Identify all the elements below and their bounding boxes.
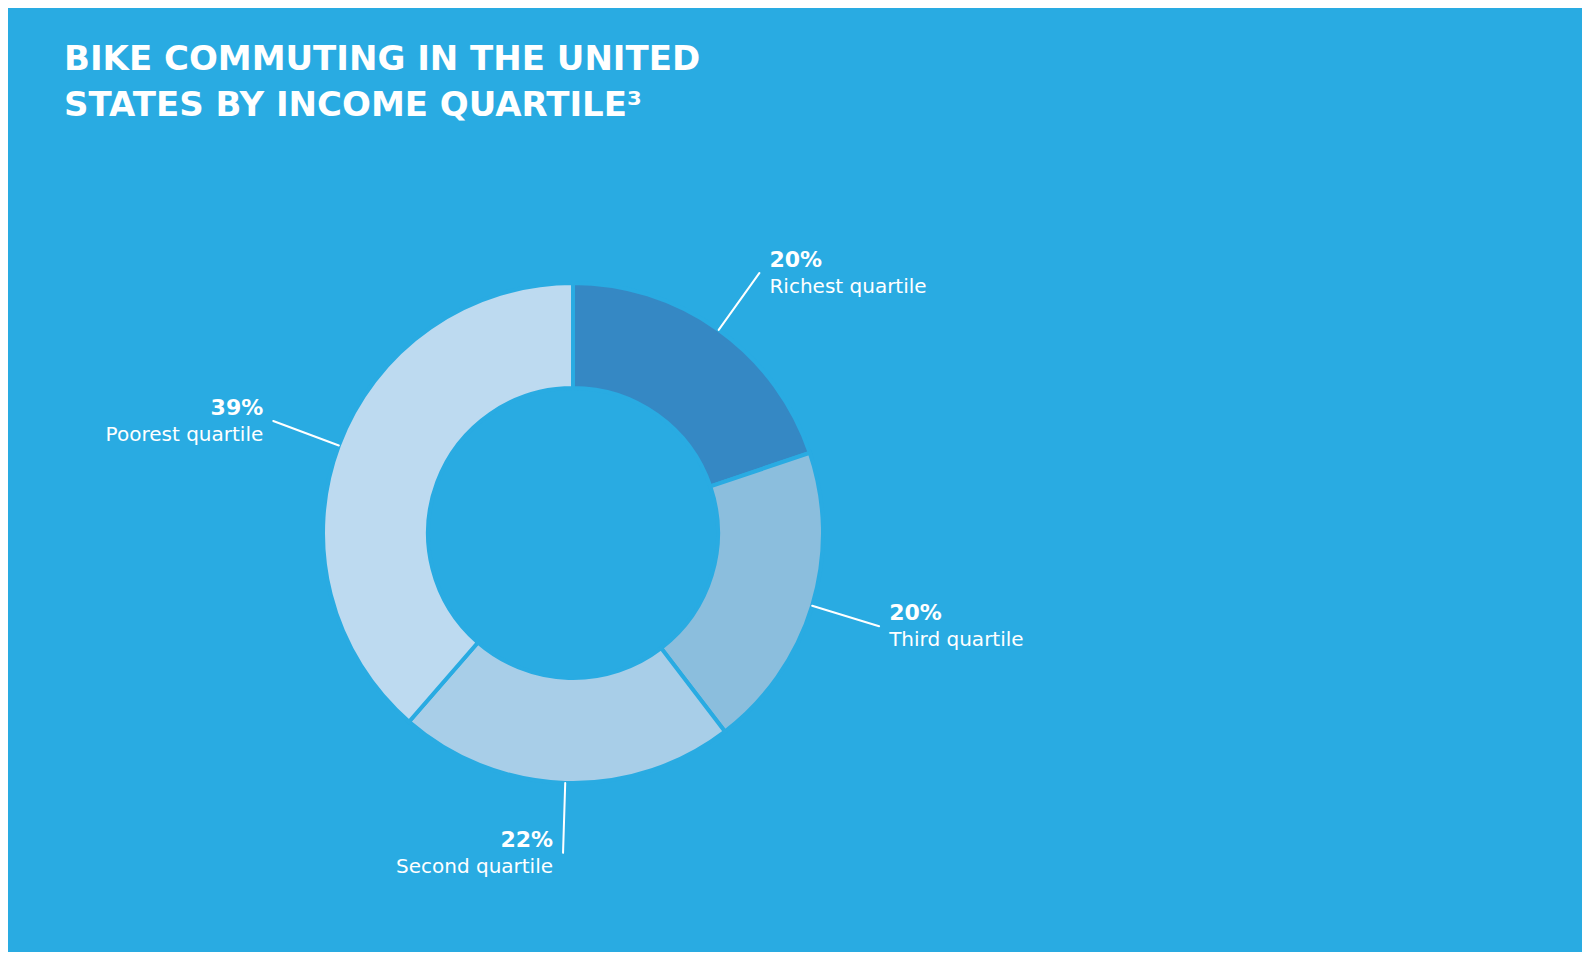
html-text:BIKE COMMUTING IN THE UNITED S: BIKE COMMUTING IN THE UNITED STATES BY I…: [64, 38, 701, 124]
svg-text:22%Second quartile: 22%Second quartile: [396, 827, 553, 878]
svg-text:20%Richest quartile: 20%Richest quartile: [769, 247, 926, 298]
svg-text:20%Third quartile: 20%Third quartile: [888, 600, 1023, 651]
svg-text:39%Poorest quartile: 39%Poorest quartile: [106, 395, 264, 446]
